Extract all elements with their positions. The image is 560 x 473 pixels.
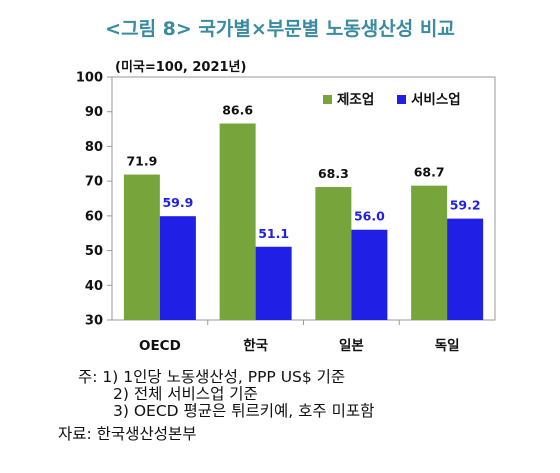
bar-manufacturing: [123, 174, 160, 320]
footnote-1: 주: 1) 1인당 노동생산성, PPP US$ 기준: [58, 369, 374, 386]
legend-label: 서비스업: [411, 92, 461, 108]
y-tick-label: 60: [85, 209, 103, 224]
x-tick-label: OECD: [139, 338, 181, 354]
y-tick-label: 100: [76, 71, 103, 86]
data-label: 51.1: [258, 226, 289, 241]
y-tick-label: 70: [85, 175, 103, 190]
data-label: 86.6: [222, 103, 253, 118]
y-tick-label: 80: [85, 140, 103, 155]
x-tick-label: 일본: [339, 338, 364, 354]
x-tick-label: 독일: [435, 338, 460, 354]
data-label: 68.3: [318, 166, 349, 181]
data-label: 56.0: [354, 209, 385, 224]
data-label: 59.2: [450, 198, 481, 213]
data-label: 68.7: [414, 165, 445, 180]
footnote-text-1: 1) 1인당 노동생산성, PPP US$ 기준: [102, 368, 346, 386]
legend-swatch: [323, 95, 332, 104]
bar-manufacturing: [315, 187, 352, 320]
bar-manufacturing: [411, 185, 448, 320]
footnote-3: 3) OECD 평균은 튀르키예, 호주 미포함: [113, 402, 375, 420]
x-tick-label: 한국: [243, 338, 268, 354]
bar-services: [159, 216, 196, 320]
footnote-2: 2) 전체 서비스업 기준: [113, 385, 258, 403]
data-label: 71.9: [126, 154, 157, 169]
footnote-prefix: 주:: [78, 368, 98, 386]
unit-label: (미국=100, 2021년): [115, 59, 246, 75]
bar-manufacturing: [219, 123, 256, 320]
data-label: 59.9: [162, 195, 193, 210]
footnotes: 주: 1) 1인당 노동생산성, PPP US$ 기준 2) 전체 서비스업 기…: [58, 369, 374, 420]
y-tick-label: 40: [85, 279, 103, 294]
y-tick-label: 30: [85, 314, 103, 329]
y-tick-label: 50: [85, 244, 103, 259]
legend-label: 제조업: [337, 92, 374, 108]
bar-services: [351, 229, 388, 320]
y-tick-label: 90: [85, 105, 103, 120]
bar-services: [255, 246, 292, 320]
bar-services: [447, 218, 484, 320]
source-line: 자료: 한국생산성본부: [58, 425, 197, 443]
chart-title: <그림 8> 국가별×부문별 노동생산성 비교: [105, 18, 455, 40]
legend-swatch: [397, 95, 406, 104]
